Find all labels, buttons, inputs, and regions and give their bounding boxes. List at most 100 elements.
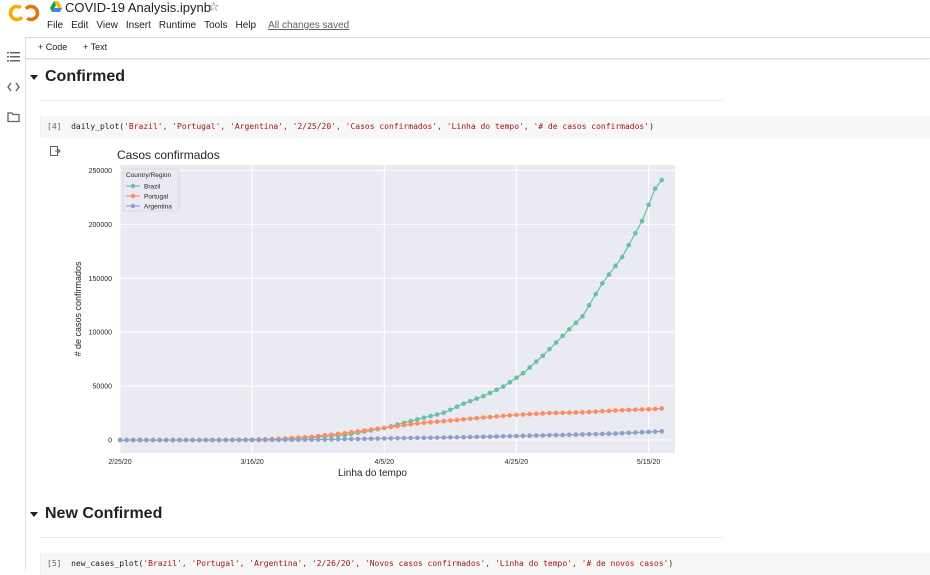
- data-point-argentina: [183, 437, 189, 443]
- chart-title: Casos confirmados: [117, 148, 220, 162]
- data-point-portugal: [421, 420, 427, 426]
- code-args: 'Brazil', 'Portugal', 'Argentina', '2/25…: [124, 122, 650, 131]
- data-point-brazil: [533, 359, 539, 364]
- data-point-argentina: [487, 434, 493, 439]
- data-point-argentina: [408, 435, 414, 441]
- x-tick-label: 4/25/20: [505, 459, 528, 466]
- data-point-portugal: [533, 411, 539, 417]
- data-point-portugal: [633, 407, 638, 413]
- data-point-brazil: [467, 398, 473, 404]
- data-point-brazil: [652, 186, 658, 191]
- data-point-argentina: [322, 437, 328, 442]
- data-point-brazil: [560, 333, 565, 339]
- code-snippets-icon[interactable]: [7, 81, 20, 93]
- save-status[interactable]: All changes saved: [268, 20, 350, 31]
- data-point-argentina: [130, 437, 136, 443]
- y-tick-label: 200000: [89, 222, 112, 229]
- data-point-argentina: [613, 431, 618, 436]
- data-point-brazil: [540, 353, 546, 359]
- data-point-brazil: [633, 230, 638, 236]
- code-args: 'Brazil', 'Portugal', 'Argentina', '2/26…: [143, 559, 669, 568]
- collapse-caret-icon[interactable]: [30, 511, 38, 517]
- data-point-argentina: [441, 435, 447, 440]
- section-divider: [40, 100, 723, 101]
- code-close: ): [649, 122, 654, 131]
- data-point-argentina: [626, 430, 632, 436]
- data-point-argentina: [652, 429, 658, 434]
- data-point-argentina: [282, 437, 288, 443]
- data-point-argentina: [421, 435, 427, 441]
- data-point-argentina: [659, 429, 665, 434]
- x-tick-label: 2/25/20: [108, 459, 131, 466]
- data-point-argentina: [210, 437, 215, 443]
- data-point-argentina: [474, 434, 480, 440]
- data-point-argentina: [177, 437, 182, 443]
- table-of-contents-icon[interactable]: [7, 51, 20, 63]
- data-point-brazil: [428, 413, 433, 419]
- data-point-portugal: [454, 417, 460, 423]
- menu-runtime[interactable]: Runtime: [158, 20, 197, 31]
- data-point-argentina: [230, 437, 235, 443]
- data-point-argentina: [150, 437, 156, 443]
- data-point-argentina: [560, 432, 565, 438]
- data-point-portugal: [547, 410, 552, 416]
- data-point-argentina: [309, 437, 314, 442]
- data-point-portugal: [652, 406, 658, 412]
- data-point-brazil: [593, 292, 599, 297]
- menu-tools[interactable]: Tools: [204, 20, 228, 31]
- data-point-portugal: [401, 422, 407, 428]
- notebook-title[interactable]: COVID-19 Analysis.ipynb: [65, 0, 211, 15]
- data-point-portugal: [441, 418, 447, 424]
- code-cell-4[interactable]: [4] daily_plot('Brazil', 'Portugal', 'Ar…: [40, 116, 930, 138]
- data-point-argentina: [520, 433, 526, 439]
- legend-marker: [130, 183, 136, 189]
- add-text-button[interactable]: + Text: [83, 42, 108, 52]
- cases-line-chart: 0 50000 100000 150000 200000 250000 2/25/20 3/1…: [73, 165, 675, 479]
- data-point-portugal: [375, 426, 380, 432]
- data-point-argentina: [494, 434, 499, 439]
- data-point-argentina: [434, 435, 440, 440]
- data-point-brazil: [659, 177, 665, 183]
- menu-view[interactable]: View: [96, 20, 118, 31]
- data-point-brazil: [573, 320, 579, 326]
- data-point-argentina: [223, 437, 229, 443]
- collapse-caret-icon[interactable]: [30, 74, 38, 80]
- star-icon[interactable]: ☆: [208, 0, 220, 14]
- data-point-brazil: [494, 387, 499, 393]
- data-point-portugal: [408, 421, 414, 427]
- data-point-argentina: [243, 437, 248, 443]
- data-point-portugal: [494, 414, 499, 419]
- menu-file[interactable]: File: [47, 20, 64, 31]
- data-point-argentina: [329, 437, 334, 442]
- files-icon[interactable]: [7, 111, 20, 123]
- data-point-argentina: [619, 430, 625, 436]
- data-point-portugal: [415, 421, 420, 426]
- data-point-argentina: [606, 431, 612, 437]
- data-point-argentina: [163, 437, 169, 443]
- data-point-argentina: [507, 433, 513, 439]
- x-tick-label: 5/15/20: [637, 459, 660, 466]
- menu-insert[interactable]: Insert: [125, 20, 151, 31]
- cell-toolbar: + Code + Text: [26, 37, 930, 59]
- y-tick-label: 150000: [89, 276, 112, 283]
- data-point-brazil: [454, 404, 460, 410]
- menu-help[interactable]: Help: [235, 20, 257, 31]
- output-icon[interactable]: [50, 146, 61, 157]
- code-cell-5[interactable]: [5] new_cases_plot('Brazil', 'Portugal',…: [40, 553, 930, 575]
- plot-area: [120, 165, 675, 453]
- legend-box: [122, 168, 180, 212]
- colab-logo[interactable]: [8, 4, 40, 22]
- data-point-brazil: [520, 371, 526, 376]
- data-point-portugal: [507, 413, 513, 418]
- data-point-portugal: [580, 410, 585, 415]
- data-point-argentina: [401, 435, 407, 441]
- data-point-argentina: [137, 437, 143, 443]
- code-function: new_cases_plot(: [71, 559, 144, 568]
- data-point-portugal: [540, 411, 546, 416]
- data-point-portugal: [395, 423, 400, 429]
- data-point-argentina: [157, 437, 162, 443]
- data-point-brazil: [507, 379, 513, 385]
- menu-edit[interactable]: Edit: [71, 20, 89, 31]
- data-point-portugal: [600, 408, 605, 414]
- add-code-button[interactable]: + Code: [38, 42, 68, 52]
